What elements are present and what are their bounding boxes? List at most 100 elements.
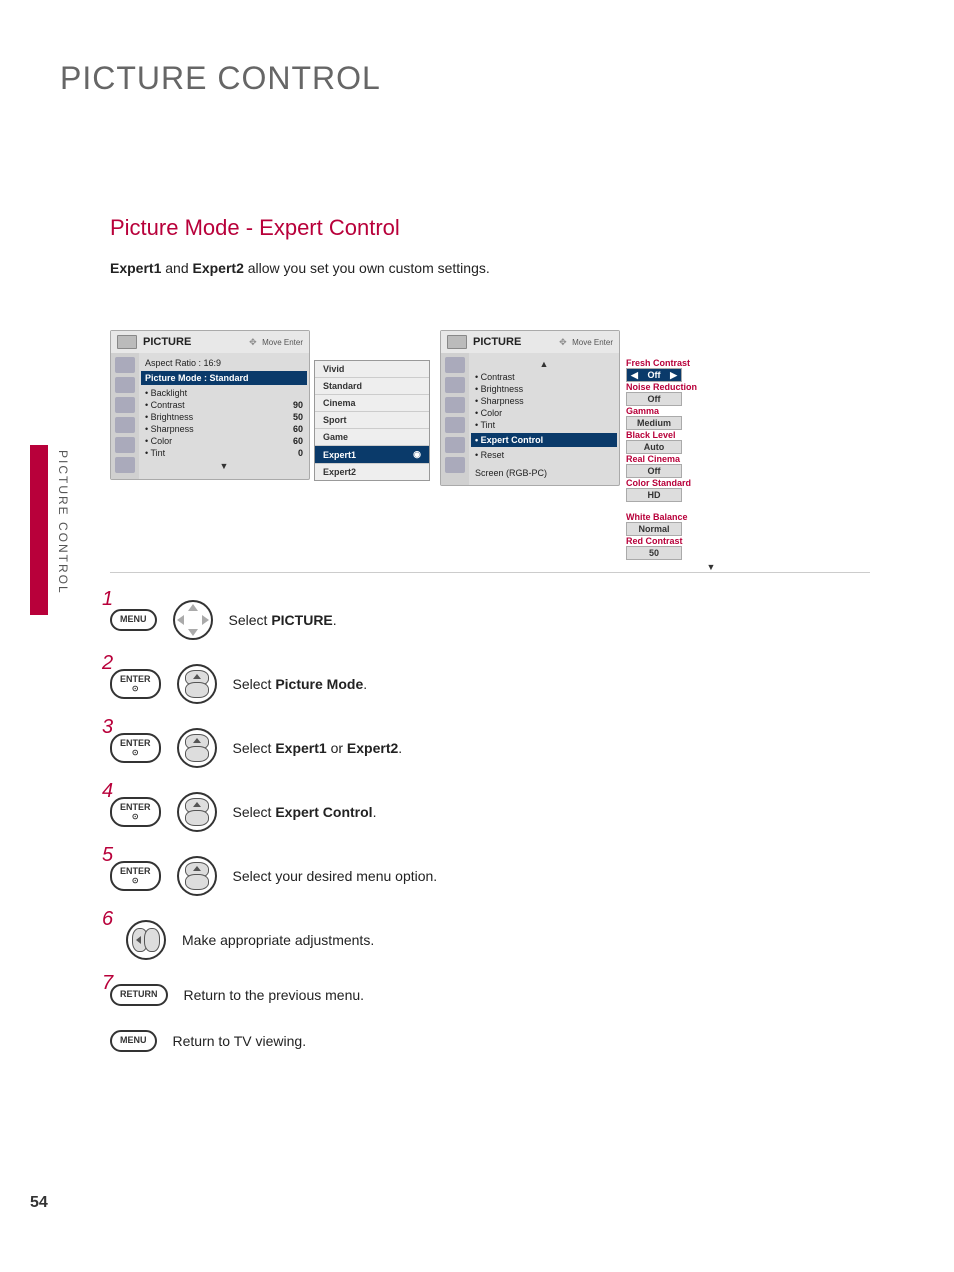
page-number: 54 — [30, 1194, 48, 1212]
step-text: Select Expert1 or Expert2. — [233, 740, 403, 756]
left-menu-wrap: PICTURE Move Enter Aspect Ratio : 16:9 — [110, 330, 310, 480]
menu-setting-row: • Color60 — [145, 435, 303, 447]
step-text: Make appropriate adjustments. — [182, 932, 374, 948]
menu-icon — [445, 357, 465, 373]
intro-bold1: Expert1 — [110, 260, 161, 276]
expert-value: 50 — [626, 546, 682, 560]
tv-icon — [447, 335, 467, 349]
up-arrow-icon: ▲ — [475, 357, 613, 371]
popup-item: Standard — [315, 378, 429, 395]
step-text: Select PICTURE. — [229, 612, 337, 628]
step-row: 6Make appropriate adjustments. — [110, 920, 810, 960]
expert-label: Gamma — [626, 406, 710, 416]
expert-label: Black Level — [626, 430, 710, 440]
nav-up-down-icon — [177, 728, 217, 768]
expert-value: Auto — [626, 440, 682, 454]
step-row: MENUReturn to TV viewing. — [110, 1030, 810, 1052]
step-number: 1 — [102, 588, 113, 611]
menu-setting-row: • Backlight — [145, 387, 303, 399]
remote-button: MENU — [110, 609, 157, 631]
menu-icon — [445, 397, 465, 413]
left-menu-header: PICTURE Move Enter — [111, 331, 309, 353]
menu-setting-row: • Brightness — [475, 383, 613, 395]
menu-screens-row: PICTURE Move Enter Aspect Ratio : 16:9 — [110, 330, 620, 486]
expert-label: Red Contrast — [626, 536, 710, 546]
page-title: PICTURE CONTROL — [60, 60, 381, 97]
menu-icon — [445, 457, 465, 473]
intro-text: Expert1 and Expert2 allow you set you ow… — [110, 260, 490, 276]
expert-row: Noise ReductionOff — [626, 382, 796, 406]
screen-rgb-row: Screen (RGB-PC) — [475, 467, 613, 479]
menu-setting-row: • Sharpness60 — [145, 423, 303, 435]
step-number: 2 — [102, 652, 113, 675]
step-row: 7RETURNReturn to the previous menu. — [110, 984, 810, 1006]
right-menu-content: ▲ • Contrast• Brightness• Sharpness• Col… — [469, 353, 619, 485]
left-menu-content: Aspect Ratio : 16:9 Picture Mode : Stand… — [139, 353, 309, 479]
intro-mid: and — [161, 260, 192, 276]
picture-mode-row: Picture Mode : Standard — [141, 371, 307, 385]
step-number: 7 — [102, 972, 113, 995]
intro-bold2: Expert2 — [193, 260, 244, 276]
expert-value: HD — [626, 488, 682, 502]
right-menu-wrap: PICTURE Move Enter ▲ • Contrast — [440, 330, 620, 486]
remote-button: ENTER⊙ — [110, 669, 161, 700]
expert-value: Off — [626, 392, 682, 406]
remote-button: RETURN — [110, 984, 168, 1006]
step-number: 5 — [102, 844, 113, 867]
expert-label: White Balance — [626, 512, 710, 522]
menu-icon — [445, 377, 465, 393]
nav-four-way-icon — [173, 600, 213, 640]
popup-item: Game — [315, 429, 429, 446]
remote-button: ENTER⊙ — [110, 733, 161, 764]
side-section-label: PICTURE CONTROL — [56, 450, 70, 595]
step-text: Select Picture Mode. — [233, 676, 368, 692]
intro-suffix: allow you set you own custom settings. — [244, 260, 490, 276]
menu-icon — [115, 457, 135, 473]
remote-button: ENTER⊙ — [110, 797, 161, 828]
menu-icon — [445, 417, 465, 433]
left-menu-nav-hint: Move Enter — [249, 337, 303, 347]
expert-row: Red Contrast50 — [626, 536, 796, 560]
left-menu-panel: PICTURE Move Enter Aspect Ratio : 16:9 — [110, 330, 310, 480]
expert-value: ◀Off▶ — [626, 368, 682, 382]
menu-setting-row: • Color — [475, 407, 613, 419]
tv-icon — [117, 335, 137, 349]
section-title: Picture Mode - Expert Control — [110, 215, 400, 241]
expert-label: Real Cinema — [626, 454, 710, 464]
nav-up-down-icon — [177, 792, 217, 832]
expert-row: Color StandardHD — [626, 478, 796, 502]
expert-value: Off — [626, 464, 682, 478]
right-menu-nav-hint: Move Enter — [559, 337, 613, 347]
picture-mode-popup: VividStandardCinemaSportGameExpert1◉Expe… — [314, 360, 430, 481]
steps-list: 1MENUSelect PICTURE.2ENTER⊙Select Pictur… — [110, 600, 810, 1076]
left-menu-title: PICTURE — [143, 336, 191, 348]
expert-row: GammaMedium — [626, 406, 796, 430]
expert-value: Medium — [626, 416, 682, 430]
step-text: Return to the previous menu. — [184, 987, 365, 1003]
menu-setting-row: • Expert Control — [471, 433, 617, 447]
left-menu-icon-col — [111, 353, 139, 479]
popup-item: Expert2 — [315, 464, 429, 480]
expert-label: Color Standard — [626, 478, 710, 488]
right-menu-icon-col — [441, 353, 469, 485]
aspect-row: Aspect Ratio : 16:9 — [145, 357, 303, 369]
nav-hint-text: Move Enter — [262, 338, 303, 347]
right-menu-title: PICTURE — [473, 336, 521, 348]
menu-setting-row: • Sharpness — [475, 395, 613, 407]
step-text: Select Expert Control. — [233, 804, 377, 820]
left-menu-body: Aspect Ratio : 16:9 Picture Mode : Stand… — [111, 353, 309, 479]
expert-label: Noise Reduction — [626, 382, 710, 392]
move-icon — [249, 337, 259, 347]
right-menu-header: PICTURE Move Enter — [441, 331, 619, 353]
nav-left-right-icon — [126, 920, 166, 960]
menu-setting-row: • Contrast90 — [145, 399, 303, 411]
move-icon — [559, 337, 569, 347]
nav-hint-text: Move Enter — [572, 338, 613, 347]
menu-icon — [445, 437, 465, 453]
menu-icon — [115, 397, 135, 413]
expert-row: Real CinemaOff — [626, 454, 796, 478]
separator — [110, 572, 870, 573]
expert-label: Fresh Contrast — [626, 358, 710, 368]
menu-setting-row: • Tint0 — [145, 447, 303, 459]
remote-button: ENTER⊙ — [110, 861, 161, 892]
